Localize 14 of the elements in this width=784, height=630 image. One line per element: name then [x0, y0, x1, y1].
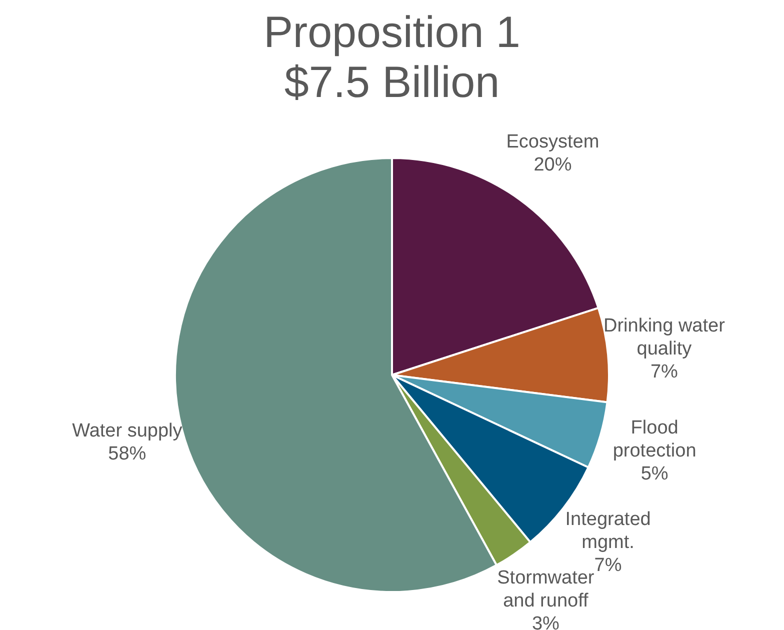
data-label: 3% — [532, 613, 560, 630]
slice-label: Water supply — [72, 420, 183, 442]
data-label: 7% — [650, 362, 678, 383]
chart-title: Proposition 1 — [262, 8, 522, 58]
data-label: 7% — [594, 554, 622, 576]
data-label: 5% — [640, 464, 668, 485]
data-label: 20% — [534, 154, 572, 176]
slice-label: Drinking water quality — [603, 316, 726, 360]
slice-label: Flood protection — [612, 418, 696, 462]
data-label: 58% — [108, 444, 146, 465]
chart-subtitle: $7.5 Billion — [283, 58, 501, 108]
slice-label: Ecosystem — [506, 132, 600, 153]
slice-label: Stormwater and runoff — [497, 567, 595, 612]
slice-label: Integrated mgmt. — [565, 508, 651, 553]
